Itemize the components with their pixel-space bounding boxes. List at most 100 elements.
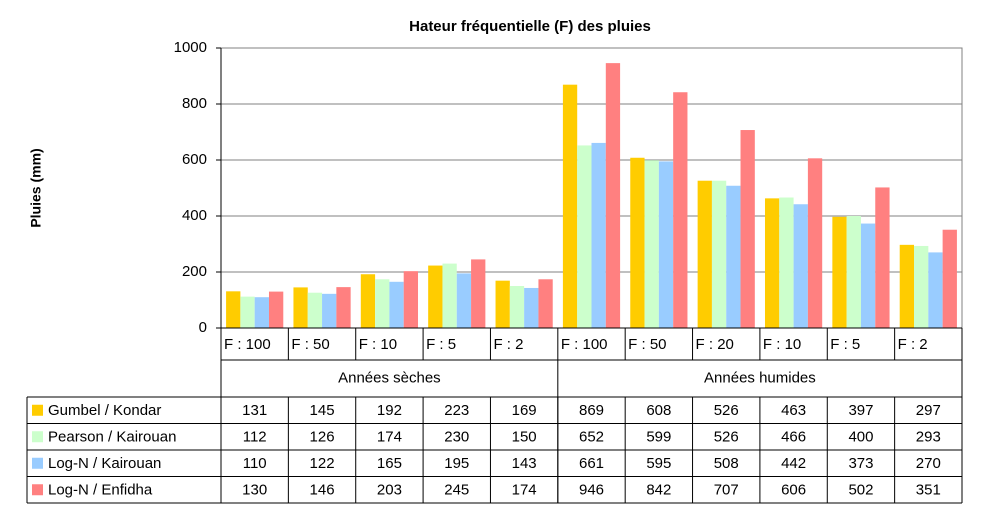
x-tick-label: F : 50 [291, 336, 329, 353]
bar [726, 185, 741, 328]
bar [322, 293, 337, 328]
table-value: 195 [444, 455, 469, 472]
bar [456, 273, 472, 328]
bar [428, 265, 443, 328]
table-value: 145 [310, 402, 335, 419]
table-value: 606 [781, 482, 806, 499]
table-value: 230 [444, 429, 469, 446]
legend-swatch [32, 404, 43, 416]
table-value: 652 [579, 429, 604, 446]
bar [644, 160, 659, 328]
x-tick-label: F : 5 [426, 336, 456, 353]
bar [375, 279, 390, 328]
bar [336, 287, 351, 328]
legend-swatch [32, 431, 43, 443]
bar [779, 197, 794, 328]
bar [471, 259, 486, 328]
table-value: 122 [310, 455, 335, 472]
group-label: Années sèches [338, 369, 441, 386]
bar [268, 291, 284, 328]
bar [307, 292, 323, 328]
table-value: 110 [243, 455, 267, 472]
y-tick-label: 1000 [174, 39, 207, 56]
table-value: 130 [242, 482, 267, 499]
bar [226, 291, 241, 328]
table-value: 169 [512, 402, 537, 419]
table-value: 373 [848, 455, 873, 472]
y-tick-label: 200 [182, 263, 207, 280]
table-value: 526 [714, 402, 739, 419]
table-value: 293 [916, 429, 941, 446]
bar [740, 130, 755, 328]
bar [914, 245, 929, 328]
bar [591, 142, 606, 328]
x-tick-label: F : 2 [493, 336, 523, 353]
bar [442, 263, 457, 328]
bar [793, 204, 808, 328]
table-value: 442 [781, 455, 806, 472]
table-value: 174 [377, 429, 402, 446]
bar [240, 296, 255, 328]
bar [658, 161, 674, 328]
bar [509, 286, 525, 328]
x-tick-label: F : 50 [628, 336, 666, 353]
bar [764, 198, 780, 328]
legend-swatch [32, 484, 43, 496]
bar [630, 157, 645, 328]
table-value: 146 [310, 482, 335, 499]
table-value: 131 [242, 402, 267, 419]
bar [846, 216, 861, 328]
bar [389, 281, 404, 328]
bar [807, 158, 823, 328]
table-value: 595 [646, 455, 671, 472]
table-value: 599 [646, 429, 671, 446]
x-tick-label: F : 100 [561, 336, 608, 353]
bar [524, 287, 539, 328]
bar [254, 297, 269, 328]
bar [403, 271, 419, 328]
y-tick-label: 800 [182, 95, 207, 112]
table-value: 223 [444, 402, 469, 419]
table-value: 397 [848, 402, 873, 419]
table-value: 400 [848, 429, 873, 446]
table-value: 192 [377, 402, 402, 419]
table-value: 245 [444, 482, 469, 499]
table-value: 842 [646, 482, 671, 499]
y-tick-label: 600 [182, 151, 207, 168]
bar [360, 274, 376, 328]
table-value: 526 [714, 429, 739, 446]
x-tick-label: F : 10 [763, 336, 801, 353]
bar [711, 180, 727, 328]
table-value: 707 [714, 482, 739, 499]
table-value: 150 [512, 429, 537, 446]
x-tick-label: F : 10 [359, 336, 397, 353]
bar [673, 92, 688, 329]
table-value: 502 [848, 482, 873, 499]
table-value: 165 [377, 455, 402, 472]
legend-swatch [32, 457, 43, 469]
table-value: 174 [512, 482, 537, 499]
table-value: 203 [377, 482, 402, 499]
x-tick-label: F : 20 [696, 336, 734, 353]
y-tick-label: 400 [182, 207, 207, 224]
x-tick-label: F : 2 [898, 336, 928, 353]
table-value: 297 [916, 402, 941, 419]
x-tick-label: F : 100 [224, 336, 271, 353]
legend-label: Log-N / Enfidha [48, 482, 153, 499]
table-value: 126 [310, 429, 335, 446]
table-value: 466 [781, 429, 806, 446]
table-value: 112 [243, 429, 267, 446]
bar [832, 216, 847, 328]
table-value: 608 [646, 402, 671, 419]
legend-label: Gumbel / Kondar [48, 402, 161, 419]
table-value: 661 [579, 455, 604, 472]
bar [899, 244, 915, 328]
table-value: 463 [781, 402, 806, 419]
bar [697, 180, 712, 328]
bar [605, 63, 621, 329]
table-value: 869 [579, 402, 604, 419]
bar [875, 187, 890, 328]
x-tick-label: F : 5 [830, 336, 860, 353]
bar [562, 84, 578, 329]
